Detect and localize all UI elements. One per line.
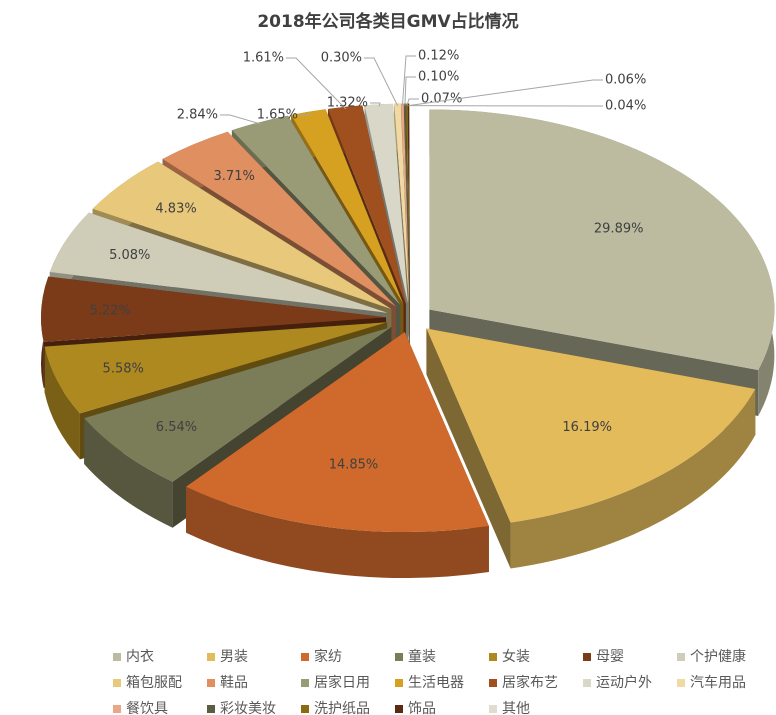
leader-line [300, 113, 311, 116]
slice [406, 103, 410, 304]
chart-title: 2018年公司各类目GMV占比情况 [257, 11, 518, 32]
legend-label: 女装 [502, 648, 530, 665]
slice [186, 332, 489, 579]
legend-label: 母婴 [596, 649, 624, 665]
legend-swatch [489, 705, 497, 713]
legend-label: 饰品 [408, 701, 436, 715]
legend-swatch [395, 705, 403, 713]
data-label: 29.89% [594, 222, 644, 237]
slice [394, 103, 410, 304]
slice-side [186, 486, 489, 579]
slice-side [426, 328, 511, 569]
legend-label: 内衣 [126, 649, 154, 665]
slice-side [44, 346, 80, 460]
data-label: 16.19% [562, 420, 612, 435]
legend-label: 餐饮具 [126, 701, 168, 715]
legend-label: 箱包服配 [126, 675, 182, 691]
legend-swatch [113, 679, 121, 687]
legend-label: 彩妆美妆 [220, 701, 276, 715]
slice [84, 327, 392, 482]
legend-swatch [207, 679, 215, 687]
legend-label: 其他 [502, 701, 530, 715]
slice [291, 109, 404, 305]
legend-swatch [583, 653, 591, 661]
data-label: 6.54% [156, 420, 197, 435]
leader-line [406, 98, 419, 106]
legend-label: 汽车用品 [690, 674, 746, 691]
slice [407, 103, 410, 304]
leader-line [408, 79, 603, 107]
slice-side [510, 388, 756, 569]
data-label: 5.08% [109, 248, 150, 263]
legend-label: 居家布艺 [502, 674, 558, 691]
legend-swatch [489, 653, 497, 661]
data-label: 0.30% [321, 51, 362, 66]
data-label: 3.71% [214, 169, 255, 184]
leader-line [401, 55, 416, 106]
slice [364, 103, 408, 304]
legend-swatch [113, 705, 121, 713]
legend-label: 男装 [220, 649, 248, 665]
legend-swatch [677, 679, 685, 687]
slice [49, 212, 388, 313]
legend-swatch [583, 679, 591, 687]
leader-line [220, 114, 261, 125]
slice [426, 328, 756, 569]
legend-swatch [301, 679, 309, 687]
slice-side [84, 418, 173, 528]
data-label: 0.12% [418, 49, 459, 64]
legend-swatch [207, 705, 215, 713]
leader-line [286, 57, 347, 110]
slice [327, 105, 406, 304]
legend-swatch [301, 653, 309, 661]
slice [409, 103, 410, 304]
slice [403, 103, 410, 304]
slice [92, 161, 392, 309]
legend-label: 居家日用 [314, 674, 370, 691]
leader-line [370, 102, 381, 107]
legend-swatch [113, 653, 121, 661]
legend-label: 运动户外 [596, 674, 652, 691]
data-label: 2.84% [177, 108, 218, 123]
data-label: 0.06% [605, 73, 646, 88]
data-label: 1.61% [243, 51, 284, 66]
slice [186, 332, 489, 533]
data-label: 1.65% [257, 108, 298, 123]
legend-label: 洗护纸品 [314, 701, 370, 715]
slice [426, 328, 756, 523]
leader-line [364, 57, 399, 106]
legend-swatch [207, 653, 215, 661]
legend-label: 个护健康 [690, 648, 746, 665]
legend-label: 鞋品 [220, 675, 248, 691]
data-label: 5.22% [90, 303, 131, 318]
slice [44, 322, 388, 414]
data-label: 1.32% [327, 96, 368, 111]
slice [429, 109, 775, 370]
data-label: 0.10% [418, 70, 459, 85]
legend-swatch [395, 679, 403, 687]
data-label: 0.04% [605, 99, 646, 114]
data-label: 5.58% [103, 362, 144, 377]
leader-line [404, 76, 416, 106]
data-label: 14.85% [329, 457, 379, 472]
legend-swatch [395, 653, 403, 661]
legend-swatch [489, 679, 497, 687]
legend-swatch [677, 653, 685, 661]
legend-label: 家纺 [314, 648, 342, 665]
legend-label: 生活电器 [408, 675, 464, 691]
slice [41, 276, 387, 342]
data-label: 4.83% [155, 201, 196, 216]
slice [231, 115, 401, 305]
slice [162, 131, 396, 307]
slice [401, 103, 410, 304]
legend-label: 童装 [408, 648, 436, 665]
legend-swatch [301, 705, 309, 713]
